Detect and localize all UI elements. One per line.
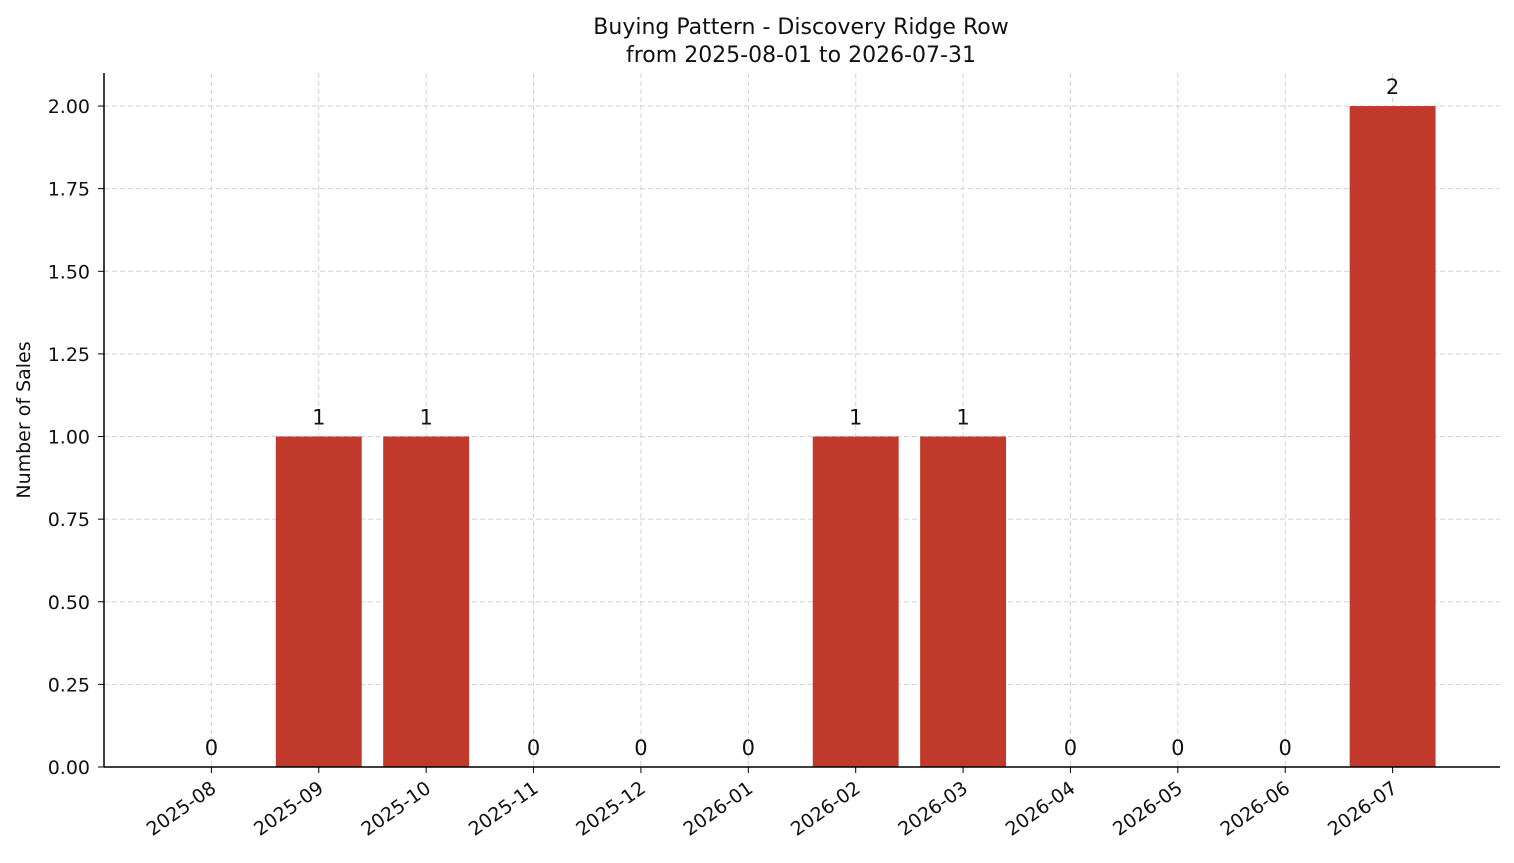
y-tick-label: 0.25	[48, 674, 90, 696]
value-label: 1	[312, 406, 325, 430]
x-tick-label: 2026-05	[1109, 777, 1187, 841]
value-label: 0	[205, 736, 218, 760]
x-tick-label: 2026-01	[680, 777, 758, 841]
y-tick-label: 1.25	[48, 344, 90, 366]
x-tick-label: 2026-07	[1324, 777, 1402, 841]
value-label: 0	[527, 736, 540, 760]
value-label: 0	[1064, 736, 1077, 760]
x-tick-label: 2025-10	[357, 777, 435, 841]
y-tick-label: 1.75	[48, 179, 90, 201]
y-tick-label: 1.00	[48, 427, 90, 449]
bar	[383, 436, 470, 767]
value-label: 1	[849, 406, 862, 430]
y-axis-label: Number of Sales	[13, 341, 35, 498]
chart-subtitle: from 2025-08-01 to 2026-07-31	[626, 43, 976, 68]
value-label: 0	[742, 736, 755, 760]
x-tick-label: 2026-03	[894, 777, 972, 841]
y-tick-label: 2.00	[48, 96, 90, 118]
y-tick-label: 0.50	[48, 592, 90, 614]
x-tick-label: 2026-04	[1002, 777, 1080, 841]
y-tick-label: 1.50	[48, 261, 90, 283]
x-tick-label: 2026-06	[1216, 777, 1294, 841]
x-tick-label: 2025-08	[143, 777, 221, 841]
bar	[920, 436, 1007, 767]
value-label: 2	[1386, 75, 1399, 99]
y-tick-label: 0.00	[48, 757, 90, 779]
value-label: 1	[419, 406, 432, 430]
value-label: 0	[1171, 736, 1184, 760]
bar	[1349, 106, 1436, 768]
value-label: 1	[956, 406, 969, 430]
value-label: 0	[634, 736, 647, 760]
bar	[275, 436, 362, 767]
x-tick-label: 2025-09	[250, 777, 328, 841]
y-tick-label: 0.75	[48, 509, 90, 531]
x-tick-label: 2025-12	[572, 777, 650, 841]
chart-title: Buying Pattern - Discovery Ridge Row	[593, 15, 1008, 40]
value-label: 0	[1279, 736, 1292, 760]
x-tick-label: 2025-11	[465, 777, 543, 841]
bar	[812, 436, 899, 767]
x-tick-label: 2026-02	[787, 777, 865, 841]
